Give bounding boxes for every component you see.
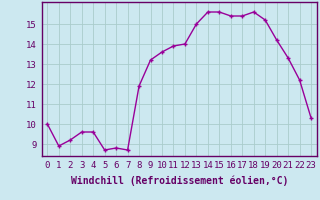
X-axis label: Windchill (Refroidissement éolien,°C): Windchill (Refroidissement éolien,°C) xyxy=(70,175,288,186)
